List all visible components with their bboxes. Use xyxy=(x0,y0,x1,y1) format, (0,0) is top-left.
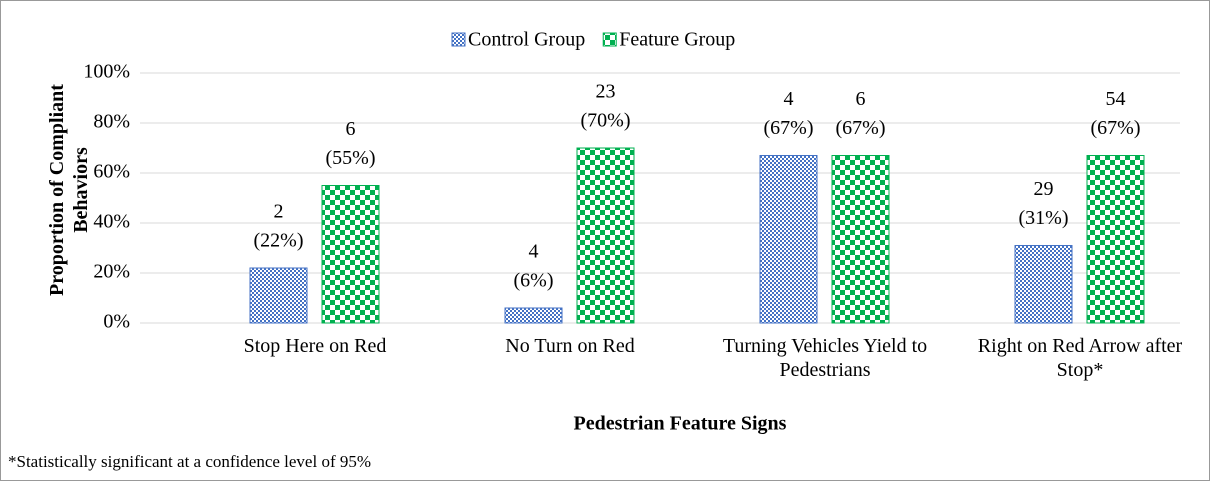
data-label: (22%) xyxy=(254,230,304,252)
y-tick-label: 20% xyxy=(93,261,130,283)
footnote: *Statistically significant at a confiden… xyxy=(8,452,371,471)
x-tick-label: No Turn on Red xyxy=(505,335,635,357)
data-label: 29 xyxy=(1034,178,1054,200)
x-axis-title: Pedestrian Feature Signs xyxy=(574,413,787,435)
bar xyxy=(1086,155,1145,324)
legend-label: Control Group xyxy=(468,29,585,51)
y-axis-title: Proportion of Compliant Behaviors xyxy=(46,84,92,296)
x-tick-label: Right on Red Arrow after Stop* xyxy=(977,335,1183,381)
data-label: (6%) xyxy=(514,270,554,292)
data-label: 6 xyxy=(856,88,866,110)
y-tick-label: 40% xyxy=(93,211,130,233)
y-axis-title: Proportion of Compliant Behaviors xyxy=(46,84,92,296)
bar xyxy=(249,267,308,324)
bar xyxy=(321,185,380,324)
bar xyxy=(576,147,635,324)
bar xyxy=(831,155,890,324)
bar xyxy=(1014,245,1073,324)
bar xyxy=(504,307,563,324)
data-label: (67%) xyxy=(836,117,886,139)
data-label: 4 xyxy=(784,88,794,110)
data-label: (70%) xyxy=(581,110,631,132)
x-tick-label: Turning Vehicles Yield to Pedestrians xyxy=(722,335,928,381)
x-tick-label: No Turn on Red xyxy=(505,335,635,357)
data-label: 6 xyxy=(346,118,356,140)
data-label: 54 xyxy=(1106,88,1126,110)
x-tick-label: Right on Red Arrow after Stop* xyxy=(977,335,1183,381)
x-tick-label: Stop Here on Red xyxy=(243,335,387,357)
data-label: (31%) xyxy=(1019,207,1069,229)
bar xyxy=(759,155,818,324)
x-tick-label: Stop Here on Red xyxy=(243,335,387,357)
y-tick-label: 60% xyxy=(93,161,130,183)
y-tick-label: 100% xyxy=(83,61,130,83)
y-tick-label: 80% xyxy=(93,111,130,133)
y-tick-label: 0% xyxy=(103,311,130,333)
legend-label: Feature Group xyxy=(619,29,735,51)
legend-swatch xyxy=(451,32,466,47)
data-label: (67%) xyxy=(764,117,814,139)
data-label: (55%) xyxy=(326,147,376,169)
x-tick-label: Turning Vehicles Yield to Pedestrians xyxy=(722,335,928,381)
data-label: 23 xyxy=(596,81,616,103)
data-label: (67%) xyxy=(1091,117,1141,139)
legend-swatch xyxy=(602,32,617,47)
data-label: 4 xyxy=(529,241,539,263)
data-label: 2 xyxy=(274,201,284,223)
